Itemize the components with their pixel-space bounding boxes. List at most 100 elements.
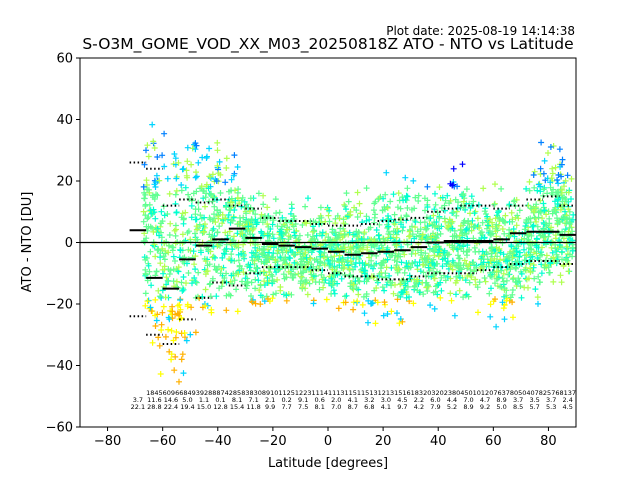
scatter-point	[257, 282, 264, 289]
scatter-point	[240, 214, 247, 221]
scatter-point	[163, 274, 170, 281]
scatter-point	[352, 263, 358, 270]
scatter-point	[277, 254, 284, 261]
scatter-point	[205, 185, 212, 192]
scatter-point	[403, 192, 410, 199]
scatter-point	[150, 138, 157, 145]
scatter-point	[398, 221, 404, 228]
scatter-point	[185, 270, 192, 276]
scatter-point	[360, 267, 367, 274]
scatter-point	[488, 285, 494, 292]
scatter-point	[370, 265, 376, 272]
scatter-point	[513, 222, 520, 229]
scatter-point	[173, 278, 180, 285]
scatter-point	[268, 271, 275, 278]
scatter-point	[204, 268, 211, 274]
scatter-point	[523, 220, 530, 227]
scatter-point	[453, 291, 459, 298]
scatter-point	[471, 210, 478, 217]
scatter-point	[372, 211, 379, 218]
scatter-point	[566, 251, 573, 258]
scatter-point	[222, 204, 229, 211]
scatter-point	[320, 274, 327, 281]
scatter-point	[142, 270, 149, 277]
scatter-point	[178, 187, 185, 194]
scatter-point	[317, 204, 324, 211]
scatter-point	[328, 254, 334, 261]
scatter-point	[504, 253, 511, 260]
scatter-point	[368, 240, 375, 247]
scatter-point	[223, 270, 230, 277]
scatter-point	[161, 130, 168, 137]
scatter-point	[303, 277, 310, 284]
scatter-point	[156, 177, 163, 184]
scatter-point	[400, 197, 407, 204]
scatter-point	[510, 198, 517, 205]
scatter-point	[396, 320, 403, 327]
scatter-point	[222, 179, 229, 186]
scatter-point	[384, 205, 391, 211]
scatter-point	[197, 212, 204, 219]
scatter-point	[430, 272, 437, 279]
scatter-point	[481, 275, 488, 281]
scatter-point	[152, 323, 159, 329]
scatter-point	[406, 228, 413, 235]
scatter-point	[245, 223, 252, 230]
scatter-point	[459, 161, 466, 168]
scatter-point	[527, 265, 533, 272]
scatter-point	[156, 232, 163, 239]
scatter-point	[302, 219, 308, 226]
scatter-point	[164, 277, 171, 284]
scatter-point	[212, 219, 219, 226]
scatter-point	[178, 182, 185, 188]
scatter-point	[460, 198, 467, 205]
scatter-point	[193, 216, 200, 223]
scatter-point	[335, 305, 342, 312]
scatter-point	[477, 265, 484, 272]
scatter-point	[526, 178, 533, 185]
scatter-point	[151, 145, 158, 151]
scatter-point	[503, 277, 510, 284]
scatter-point	[373, 227, 380, 233]
scatter-point	[497, 256, 504, 263]
x-tick-label: 20	[375, 434, 392, 449]
scatter-point	[148, 308, 155, 314]
scatter-point	[312, 279, 319, 285]
scatter-point	[331, 263, 338, 270]
scatter-point	[195, 206, 202, 213]
scatter-point	[456, 287, 463, 294]
scatter-point	[149, 339, 156, 346]
scatter-point	[444, 252, 451, 258]
scatter-point	[219, 211, 226, 218]
scatter-point	[202, 221, 208, 228]
bin-annotation-label: 6096	[163, 389, 180, 397]
scatter-point	[532, 215, 539, 222]
scatter-point	[350, 281, 357, 288]
bin-annotation-label: 3.7	[513, 396, 523, 404]
scatter-point	[379, 207, 386, 214]
scatter-point	[531, 168, 538, 175]
scatter-point	[192, 329, 199, 336]
scatter-point	[198, 249, 204, 256]
scatter-point	[153, 268, 160, 275]
scatter-point	[252, 211, 259, 218]
scatter-point	[248, 293, 254, 299]
scatter-point	[399, 227, 406, 234]
scatter-point	[430, 212, 437, 219]
scatter-point	[254, 219, 261, 226]
scatter-point	[457, 274, 463, 281]
scatter-point	[460, 219, 467, 226]
bin-annotation-label: 4.5	[563, 403, 573, 411]
bin-annotation-label: 4.1	[381, 403, 391, 411]
scatter-point	[345, 198, 352, 205]
scatter-point	[261, 278, 268, 285]
scatter-point	[176, 301, 183, 308]
scatter-point	[561, 194, 568, 201]
scatter-point	[174, 310, 181, 317]
scatter-point	[216, 285, 223, 292]
scatter-point	[455, 252, 461, 259]
scatter-point	[449, 244, 456, 251]
scatter-point	[199, 293, 206, 300]
scatter-point	[320, 284, 327, 291]
bin-annotation-label: 2576	[543, 389, 560, 397]
